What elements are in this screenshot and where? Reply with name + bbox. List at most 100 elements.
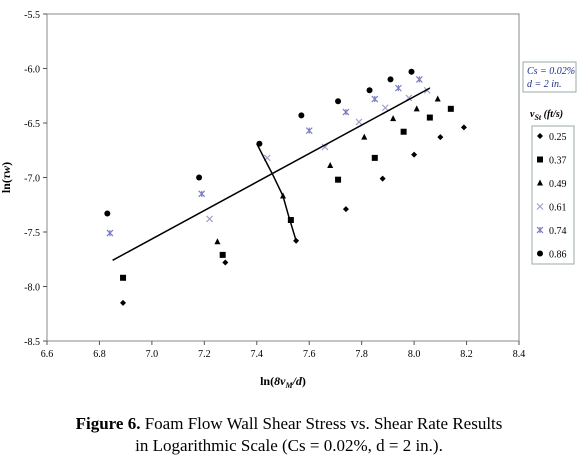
legend-title-subscript: St <box>534 113 541 122</box>
data-point <box>222 259 229 266</box>
data-point-shape <box>460 124 467 131</box>
x-axis-title-rest: /d <box>292 374 303 388</box>
data-point <box>434 95 441 102</box>
plot-area <box>46 13 520 342</box>
legend-marker-shape <box>537 250 543 257</box>
data-point-shape <box>415 75 423 83</box>
data-point-shape <box>355 118 363 126</box>
x-tick-label: 7.0 <box>146 349 159 360</box>
annotation-line-2: d = 2 in. <box>527 79 562 90</box>
data-point-shape <box>426 114 433 121</box>
data-point <box>387 76 394 83</box>
data-point-shape <box>411 151 418 158</box>
data-point-shape <box>198 190 206 198</box>
caption-line-2: in Logarithmic Scale (Cs = 0.02%, d = 2 … <box>135 436 443 455</box>
data-point <box>342 108 350 116</box>
data-point-shape <box>342 108 350 116</box>
data-point-shape <box>400 128 407 135</box>
legend-marker-shape <box>537 133 543 139</box>
trend-line <box>112 87 431 261</box>
data-point <box>413 105 420 112</box>
data-point-shape <box>214 238 221 245</box>
data-point <box>415 75 423 83</box>
x-tick-label: 6.8 <box>93 349 106 360</box>
data-point-shape <box>327 162 334 169</box>
fit-lines <box>112 87 431 261</box>
legend-marker <box>536 203 544 210</box>
x-tick-label: 6.6 <box>41 349 54 360</box>
legend-label: 0.61 <box>549 203 567 214</box>
x-tick-label: 7.2 <box>198 349 211 360</box>
data-point-shape <box>413 105 420 112</box>
data-point <box>411 151 418 158</box>
legend-marker <box>537 179 543 186</box>
series-0.37 <box>120 105 454 281</box>
data-point <box>447 105 454 112</box>
data-point-shape <box>335 98 342 105</box>
x-axis-title-subscript: M <box>284 381 293 390</box>
data-point <box>104 210 111 217</box>
data-point-shape <box>371 95 379 103</box>
data-point-shape <box>366 87 373 94</box>
legend-item: 0.74 <box>536 226 567 237</box>
legend-marker-shape <box>536 226 544 234</box>
data-point <box>196 174 203 181</box>
constant-line <box>256 143 297 241</box>
legend-marker-shape <box>537 179 543 186</box>
legend-title-units: (ft/s) <box>541 109 563 120</box>
legend-item: 0.49 <box>537 179 567 190</box>
data-point <box>355 118 363 126</box>
x-axis: 6.6 6.8 7.0 7.2 7.4 7.6 7.8 8.0 8.2 8.4 ln(8vM/d) <box>41 341 525 390</box>
data-point-shape <box>390 115 397 122</box>
caption-text-1: Foam Flow Wall Shear Stress vs. Shear Ra… <box>140 414 503 433</box>
data-point <box>120 299 127 306</box>
data-point <box>426 114 433 121</box>
data-point-shape <box>222 259 229 266</box>
legend-label: 0.86 <box>549 250 567 261</box>
legend-title: vSt (ft/s) <box>530 109 563 122</box>
data-point <box>305 127 313 135</box>
data-point <box>120 274 127 281</box>
annotation-box: Cs = 0.02% d = 2 in. <box>522 61 577 93</box>
data-point-shape <box>305 127 313 135</box>
plot-frame <box>46 13 520 342</box>
data-point <box>298 112 305 119</box>
legend-frame <box>531 125 575 265</box>
data-point <box>394 84 402 92</box>
data-point-shape <box>106 229 114 237</box>
data-point <box>361 133 368 140</box>
annotation-line-1: Cs = 0.02% <box>527 66 575 77</box>
data-point <box>408 68 415 75</box>
series-0.86 <box>104 68 415 217</box>
legend-marker-shape <box>537 156 543 163</box>
data-point <box>390 115 397 122</box>
y-axis-title-var: τw <box>0 165 13 179</box>
legend-label: 0.25 <box>549 132 567 143</box>
series-0.49 <box>214 95 441 245</box>
data-point <box>219 251 226 258</box>
chart: 6.6 6.8 7.0 7.2 7.4 7.6 7.8 8.0 8.2 8.4ln(8vM/d) … <box>0 10 577 390</box>
y-axis: -5.5 -6.0 -6.5 -7.0 -7.5 -8.0 -8.5 ln(τw) <box>0 10 47 348</box>
data-point <box>400 128 407 135</box>
data-point-shape <box>394 84 402 92</box>
data-point-shape <box>104 210 111 217</box>
data-point-shape <box>206 215 214 223</box>
data-point <box>327 162 334 169</box>
data-point-shape <box>381 104 389 112</box>
series-0.74 <box>106 75 423 237</box>
data-point <box>335 176 342 183</box>
data-point-shape <box>219 251 226 258</box>
data-point <box>293 237 300 244</box>
data-point <box>335 98 342 105</box>
series-0.25 <box>120 124 467 306</box>
data-point-shape <box>120 274 127 281</box>
legend-marker <box>536 226 544 234</box>
data-point <box>371 154 378 161</box>
x-tick-label: 8.2 <box>460 349 473 360</box>
data-point-shape <box>298 112 305 119</box>
x-tick-label: 8.0 <box>408 349 421 360</box>
annotation-frame <box>522 61 577 93</box>
data-point-shape <box>447 105 454 112</box>
legend: vSt (ft/s) 0.25 0.37 0.49 0.61 0.74 0.86 <box>530 109 575 265</box>
data-point-shape <box>293 237 300 244</box>
